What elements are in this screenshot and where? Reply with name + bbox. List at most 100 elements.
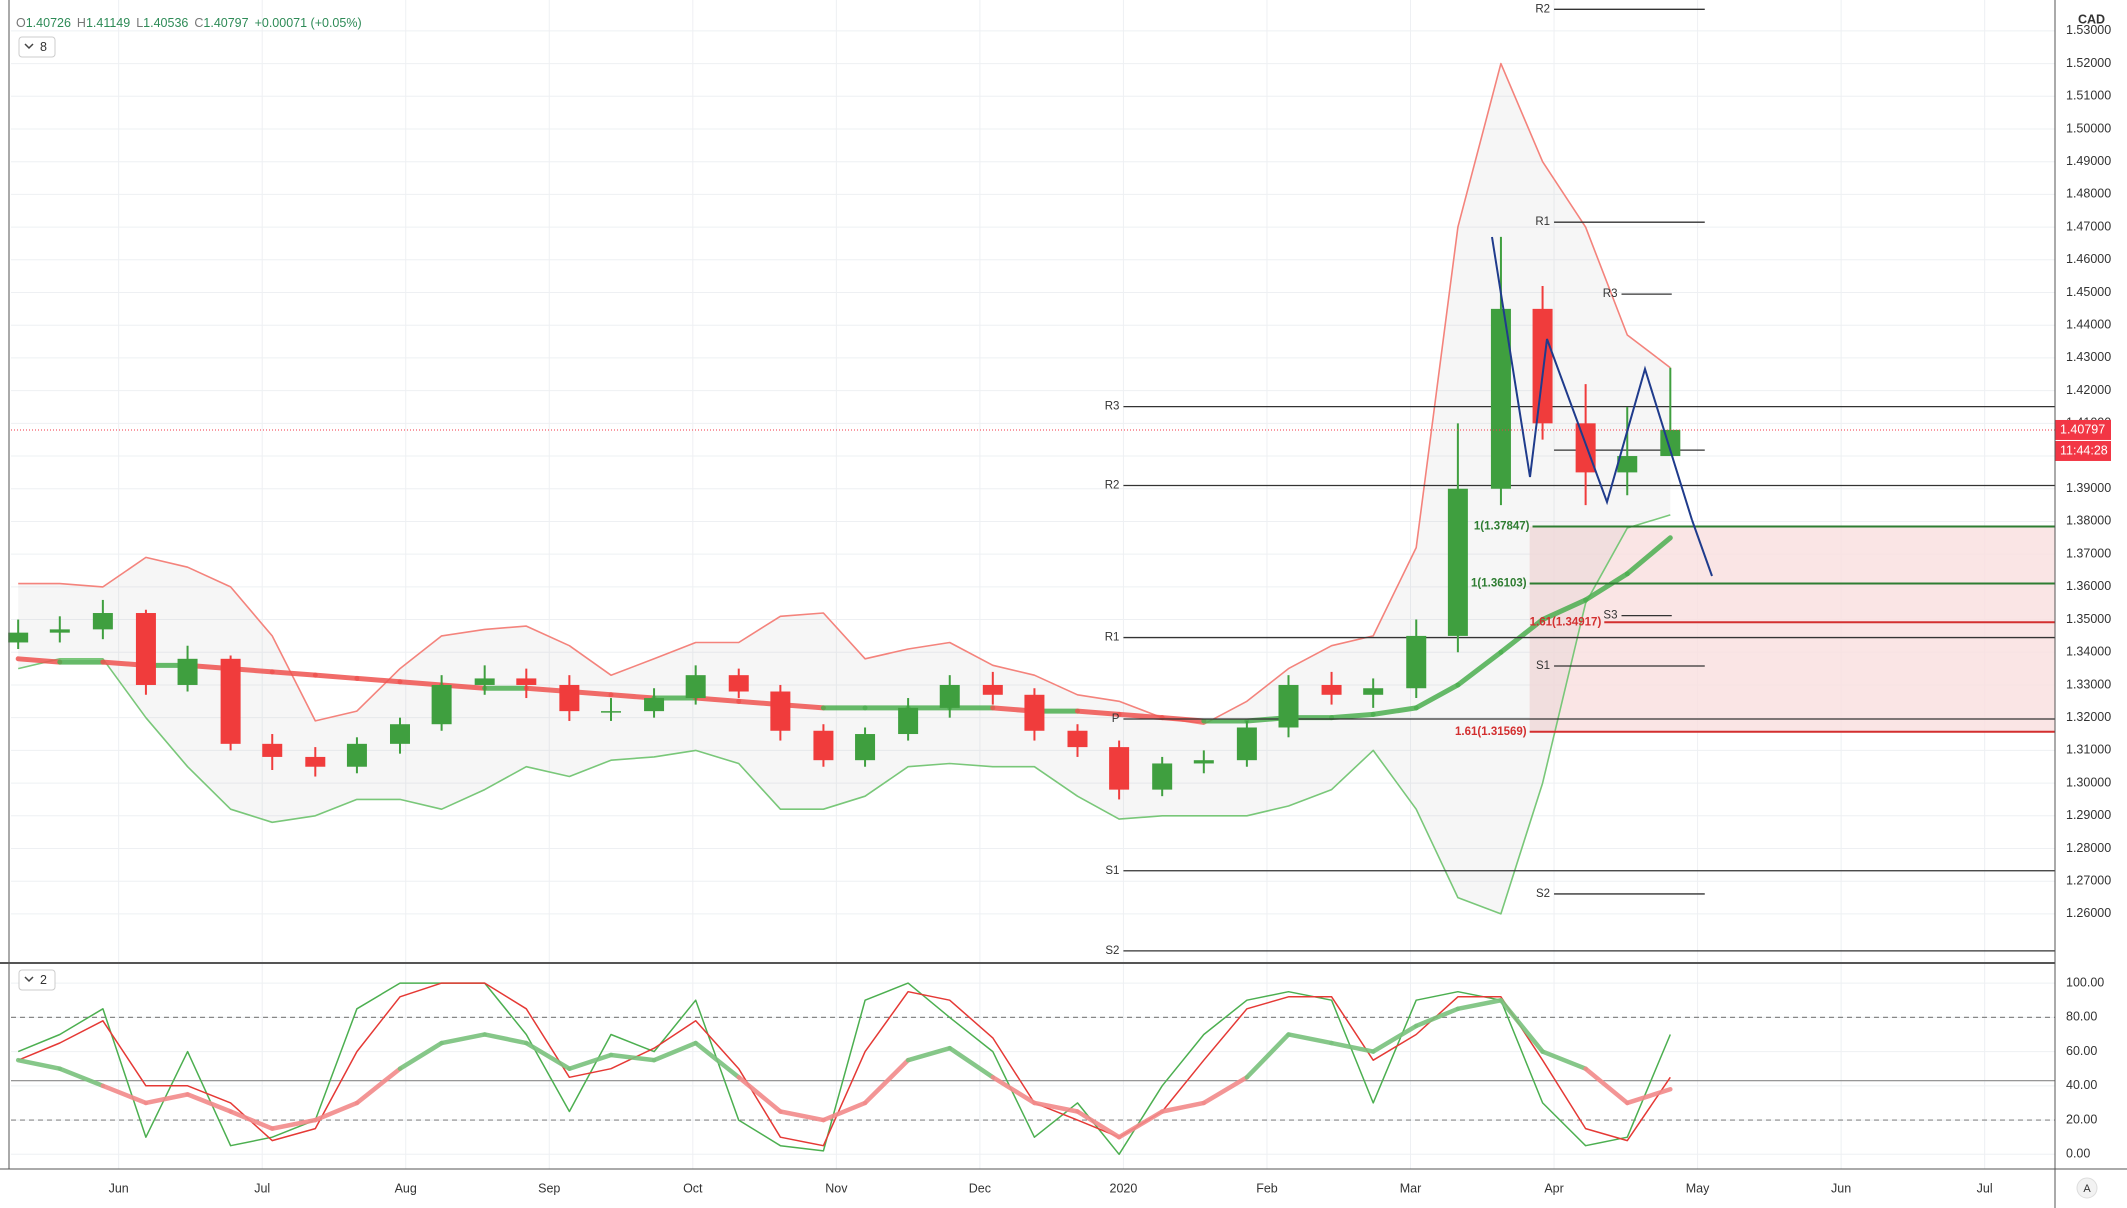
osc-thick-line — [1583, 1066, 1630, 1106]
osc-thick-line — [143, 1092, 190, 1106]
pivot-label: R3 — [1105, 401, 1120, 413]
x-tick-label: Nov — [825, 1181, 848, 1195]
x-tick-label: May — [1686, 1181, 1710, 1195]
candle-body — [135, 613, 156, 685]
osc-thick-line — [693, 1040, 741, 1080]
candle-body — [728, 675, 749, 692]
candle-body — [770, 691, 791, 731]
currency: CAD — [2078, 12, 2105, 26]
osc-thick-line — [57, 1066, 106, 1089]
candle-body — [813, 730, 834, 761]
ohlc-key: C — [194, 16, 203, 30]
band-fill — [18, 63, 1671, 914]
y-tick-label: 1.34000 — [2066, 645, 2111, 659]
candle-body — [644, 698, 665, 712]
osc-thick-line — [778, 1109, 826, 1123]
fib-label: 1.61(1.31569) — [1455, 726, 1527, 738]
pivot-label: R2 — [1535, 3, 1550, 15]
x-tick-label: Jun — [109, 1181, 129, 1195]
y-tick-label: 1.26000 — [2066, 906, 2111, 920]
indicator-toggle[interactable]: 8 — [18, 36, 56, 58]
pivot-label: R1 — [1535, 216, 1550, 228]
fib-label: 1.61(1.34917) — [1530, 616, 1602, 628]
y-tick-label: 1.39000 — [2066, 481, 2111, 495]
osc-thick-line — [862, 1057, 911, 1106]
toggle-box[interactable] — [18, 969, 56, 991]
pivot-label: P — [1112, 713, 1120, 725]
last-price-box — [2055, 419, 2111, 440]
moving-average — [1455, 649, 1504, 688]
y-tick-label: 1.27000 — [2066, 873, 2111, 887]
moving-average — [15, 656, 63, 665]
moving-average — [1624, 535, 1673, 577]
osc-thick-line — [1032, 1100, 1080, 1114]
upper-band — [18, 62, 1671, 725]
osc-thick-line — [1201, 1075, 1250, 1106]
indicator-count: 8 — [40, 40, 47, 54]
ohlc-value: 1.40726 — [26, 16, 71, 30]
indicator-count: 2 — [40, 973, 47, 987]
osc-thick-line — [1455, 997, 1504, 1012]
x-tick-label: Oct — [683, 1181, 703, 1195]
y-tick-label: 0.00 — [2066, 1147, 2090, 1161]
osc-thick-line — [1625, 1087, 1673, 1106]
y-tick-label: 1.33000 — [2066, 677, 2111, 691]
y-tick-label: 1.43000 — [2066, 350, 2111, 364]
pivot-label: S1 — [1536, 660, 1550, 672]
candle-body — [431, 684, 452, 725]
x-tick-label: Apr — [1544, 1181, 1563, 1195]
y-tick-label: 1.38000 — [2066, 514, 2111, 528]
y-tick-label: 40.00 — [2066, 1078, 2097, 1092]
candle-body — [1193, 760, 1214, 764]
osc-thick-line — [1244, 1032, 1291, 1080]
x-tick-label: Aug — [395, 1181, 417, 1195]
y-tick-label: 1.47000 — [2066, 219, 2111, 233]
candle-body — [1363, 688, 1384, 695]
chevron — [24, 976, 34, 983]
fib-zone — [1529, 526, 2055, 732]
osc-thick-line — [1540, 1049, 1588, 1071]
x-tick-label: Feb — [1256, 1181, 1278, 1195]
candle-body — [982, 684, 1003, 695]
osc-thick-line — [821, 1100, 868, 1123]
osc-thick-line — [482, 1032, 529, 1046]
ohlc-value: 1.40797 — [203, 16, 248, 30]
osc-thick-line — [651, 1040, 698, 1063]
osc-thick-line — [567, 1052, 614, 1071]
candle-body — [1406, 635, 1427, 689]
candle-body — [305, 756, 326, 767]
osc-thick-line — [185, 1092, 233, 1114]
moving-average — [1540, 597, 1589, 623]
y-tick-label: 1.44000 — [2066, 318, 2111, 332]
y-tick-label: 1.29000 — [2066, 808, 2111, 822]
osc-thick-line — [354, 1066, 403, 1106]
osc-thick-line — [736, 1075, 783, 1114]
y-tick-label: 60.00 — [2066, 1044, 2097, 1058]
osc-indicator-toggle[interactable]: 2 — [18, 969, 56, 991]
moving-average — [397, 679, 445, 688]
candle-body — [855, 734, 876, 761]
osc-thick-line — [1498, 997, 1545, 1054]
moving-average — [608, 692, 657, 701]
pivot-label: S2 — [1536, 888, 1550, 900]
osc-thick-line — [269, 1117, 318, 1131]
osc-thick-line — [1075, 1109, 1122, 1140]
y-tick-label: 1.31000 — [2066, 743, 2111, 757]
toggle-box[interactable] — [18, 36, 56, 58]
pivot-label: R2 — [1105, 480, 1120, 492]
moving-average — [269, 669, 318, 678]
ohlc-key: O — [16, 16, 26, 30]
osc-thick-line — [1116, 1109, 1165, 1140]
pivot-label: S2 — [1105, 945, 1119, 957]
candle-body — [516, 678, 537, 685]
candle-body — [49, 629, 70, 633]
osc-thick-line — [100, 1083, 149, 1106]
auto-scale-button[interactable] — [2076, 1177, 2098, 1199]
candle-body — [600, 711, 621, 713]
moving-average — [312, 672, 360, 681]
auto-scale-label[interactable]: A — [2083, 1183, 2091, 1195]
pivot-label: S1 — [1105, 865, 1119, 877]
x-tick-label: Sep — [538, 1181, 560, 1195]
